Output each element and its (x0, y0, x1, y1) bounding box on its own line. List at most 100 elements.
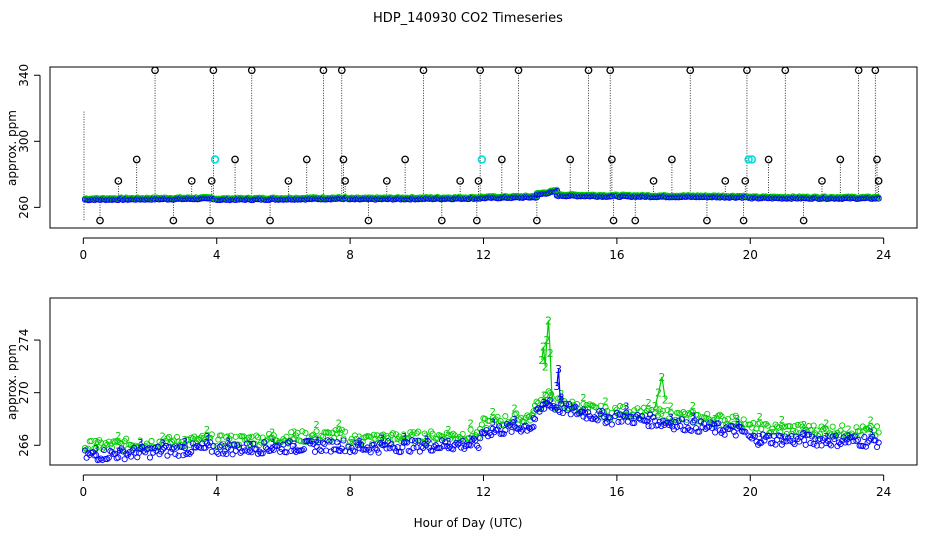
series-2-point (778, 422, 785, 430)
series-3-point (848, 434, 855, 441)
event-marker (606, 66, 615, 75)
series-3-point (139, 443, 146, 450)
series-2-point (93, 445, 100, 452)
series-3-point (535, 405, 542, 412)
series-3-label: 3 (204, 432, 210, 443)
series-2-point (602, 404, 609, 411)
series-2-point (796, 430, 803, 437)
x-tick-label: 24 (876, 485, 891, 499)
series-3-point (354, 442, 362, 449)
x-tick-label: 4 (213, 485, 221, 499)
series-2-point (338, 426, 345, 433)
series-3-point (388, 441, 395, 448)
y-tick-label: 266 (17, 434, 31, 457)
series-3-point (229, 451, 236, 458)
series-2-point (721, 417, 728, 424)
series-3-label: 3 (401, 432, 407, 443)
series-3-point (510, 419, 517, 426)
series-3-point (729, 423, 736, 430)
series-3-point (245, 448, 252, 455)
series-2-point (747, 421, 754, 428)
series-3-point (531, 416, 539, 423)
x-tick-label: 8 (346, 248, 354, 262)
series-2-label: 2 (645, 398, 651, 409)
event-marker (873, 155, 881, 164)
series-3-point (674, 423, 681, 431)
series-3-point (708, 424, 716, 432)
event-marker (609, 216, 618, 225)
series-3-label: 3 (623, 402, 629, 413)
series-2-point (253, 432, 260, 439)
series-2-point (269, 435, 276, 442)
series-3-point (594, 417, 601, 424)
series-3-label: 3 (602, 412, 608, 423)
series-2-point (342, 428, 349, 435)
series-2-point (245, 434, 252, 441)
series-2-point (226, 435, 233, 442)
series-3-point (256, 448, 263, 455)
series-3-point (485, 433, 492, 440)
series-2-point (804, 428, 811, 435)
event-marker (319, 66, 328, 75)
series-3-point (826, 440, 833, 447)
series-2-point (524, 412, 531, 419)
series-3-point (313, 443, 320, 450)
event-marker (456, 177, 465, 185)
series-3-point (120, 448, 127, 455)
series-3-point (807, 440, 814, 447)
spike-label: 2 (542, 360, 549, 373)
series-3-point (218, 442, 225, 449)
series-3-point (715, 420, 722, 427)
series-2-point (164, 435, 171, 442)
series-2-point (767, 428, 774, 435)
series-2-point (823, 426, 830, 433)
series-2-point (443, 429, 450, 436)
series-3-point (186, 450, 193, 457)
event-marker (686, 66, 695, 75)
event-marker (533, 216, 541, 225)
series-3-point (862, 443, 870, 450)
series-2-point (288, 429, 295, 436)
series-3-point (602, 420, 609, 427)
series-3-point (116, 447, 123, 454)
series-3-point (104, 456, 111, 463)
series-3-point (734, 425, 741, 432)
series-2-point (816, 431, 824, 438)
series-2-point (770, 428, 778, 435)
series-3-point (194, 442, 201, 449)
series-3-point (370, 441, 377, 448)
series-3-point (566, 401, 573, 408)
series-3-label: 3 (580, 406, 586, 417)
x-tick-label: 0 (80, 248, 88, 262)
bottom-y-axis: 266 270 274 (17, 329, 41, 457)
series-2-point (123, 435, 130, 442)
series-2-point (558, 397, 565, 404)
series-3-label: 3 (757, 432, 763, 443)
series-2-point (764, 422, 771, 429)
series-3-label: 3 (823, 432, 829, 443)
series-2-point (517, 414, 525, 421)
series-3-point (240, 444, 247, 451)
series-3-point (828, 442, 835, 449)
series-3-point (780, 438, 787, 445)
series-3-label: 3 (269, 437, 275, 448)
event-marker (818, 177, 826, 185)
series-3-point (732, 432, 739, 439)
series-2-point (335, 426, 342, 433)
series-3-point (666, 422, 673, 429)
series-3-point (854, 436, 862, 443)
series-3-point (575, 410, 582, 417)
series-3-point (412, 437, 419, 444)
series-3-point (383, 445, 390, 452)
series-3-point (145, 445, 152, 452)
series-3-point (742, 428, 749, 435)
series-2-point (108, 444, 116, 451)
x-tick-label: 12 (476, 248, 491, 262)
series-2-point (107, 441, 114, 448)
x-tick-label: 0 (80, 485, 88, 499)
series-3-point (248, 449, 255, 456)
event-marker (302, 155, 311, 164)
series-2-point (207, 434, 214, 441)
series-2-point (169, 439, 176, 446)
